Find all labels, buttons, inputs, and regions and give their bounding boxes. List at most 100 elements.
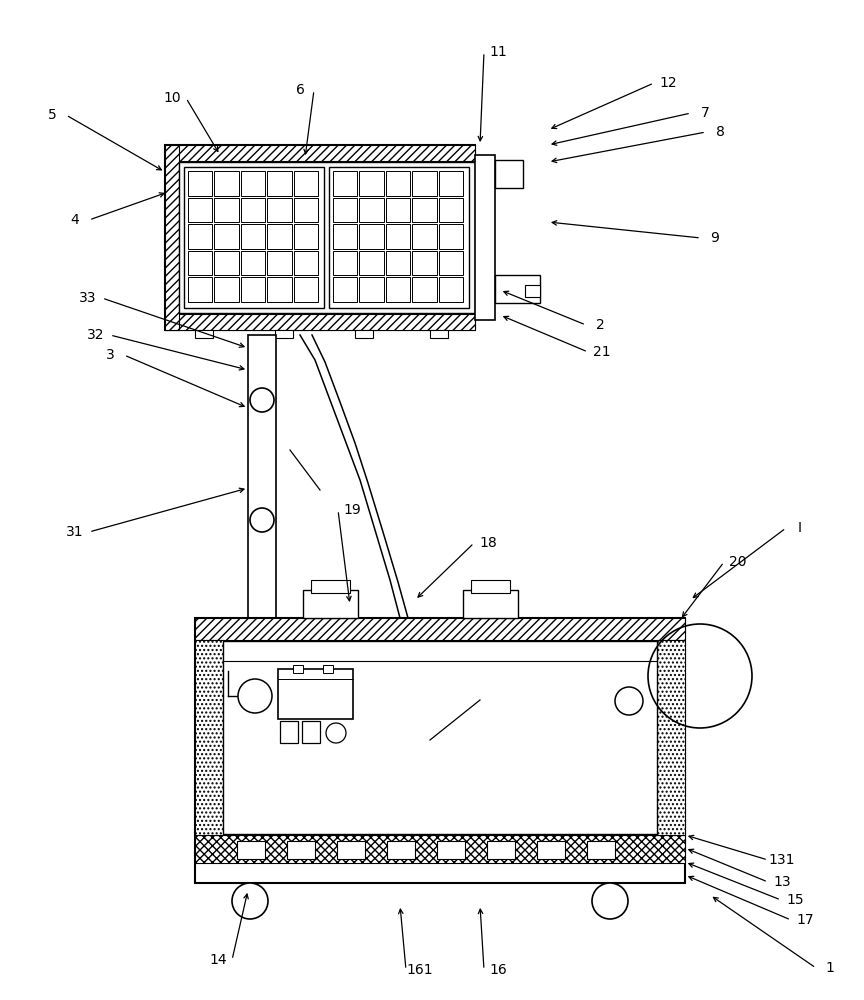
Bar [587, 841, 615, 859]
Bar [195, 640, 223, 835]
Bar [241, 224, 265, 249]
Bar [184, 167, 324, 308]
Bar [475, 155, 495, 320]
Bar [412, 171, 436, 196]
Bar [248, 335, 276, 630]
Bar [439, 171, 463, 196]
Bar [241, 251, 265, 275]
Bar [333, 251, 358, 275]
Bar [214, 224, 238, 249]
Bar [165, 145, 475, 161]
Bar [412, 198, 436, 222]
Bar [412, 251, 436, 275]
Bar [195, 618, 685, 640]
Bar [355, 330, 373, 338]
Text: 31: 31 [67, 525, 84, 539]
Bar [214, 171, 238, 196]
Bar [214, 277, 238, 302]
Bar [386, 277, 410, 302]
Bar [386, 224, 410, 249]
Bar [188, 251, 213, 275]
Text: 1: 1 [826, 961, 835, 975]
Bar [237, 841, 265, 859]
Bar [188, 198, 213, 222]
Text: 11: 11 [489, 45, 507, 59]
Bar [302, 721, 320, 743]
Text: 15: 15 [786, 893, 804, 907]
Bar [386, 198, 410, 222]
Bar [214, 198, 238, 222]
Bar [294, 171, 318, 196]
Bar [439, 251, 463, 275]
Bar [437, 841, 465, 859]
Bar [188, 224, 213, 249]
Text: 20: 20 [729, 555, 746, 569]
Bar [525, 285, 540, 297]
Text: 161: 161 [407, 963, 434, 977]
Bar [439, 224, 463, 249]
Bar [165, 145, 179, 330]
Text: 7: 7 [701, 106, 709, 120]
Bar [386, 171, 410, 196]
Bar [195, 330, 213, 338]
Text: 10: 10 [163, 91, 181, 105]
Bar [214, 251, 238, 275]
Circle shape [615, 687, 643, 715]
Text: 4: 4 [71, 213, 79, 227]
Bar [359, 277, 384, 302]
Bar [275, 330, 293, 338]
Bar [333, 171, 358, 196]
Bar [267, 277, 291, 302]
Bar [267, 171, 291, 196]
Bar [241, 198, 265, 222]
Bar [195, 618, 685, 883]
Text: 2: 2 [595, 318, 605, 332]
Bar [359, 251, 384, 275]
Text: 6: 6 [295, 83, 304, 97]
Bar [439, 277, 463, 302]
Bar [278, 669, 353, 719]
Bar [293, 665, 303, 673]
Text: 5: 5 [48, 108, 56, 122]
Bar [294, 198, 318, 222]
Bar [294, 277, 318, 302]
Bar [359, 198, 384, 222]
Bar [495, 275, 540, 303]
Bar [386, 251, 410, 275]
Bar [337, 841, 365, 859]
Circle shape [238, 679, 272, 713]
Bar [241, 277, 265, 302]
Bar [329, 167, 469, 308]
Text: 17: 17 [797, 913, 814, 927]
Bar [267, 198, 291, 222]
Bar [241, 171, 265, 196]
Bar [471, 580, 510, 593]
Bar [195, 835, 685, 863]
Circle shape [326, 723, 346, 743]
Text: 32: 32 [87, 328, 105, 342]
Bar [294, 224, 318, 249]
Bar [657, 640, 685, 835]
Bar [463, 590, 518, 618]
Bar [333, 198, 358, 222]
Bar [165, 145, 475, 330]
Circle shape [232, 883, 268, 919]
Text: 14: 14 [209, 953, 227, 967]
Text: 21: 21 [594, 345, 611, 359]
Bar [303, 590, 358, 618]
Text: 9: 9 [710, 231, 720, 245]
Circle shape [250, 388, 274, 412]
Circle shape [250, 508, 274, 532]
Bar [188, 277, 213, 302]
Text: 19: 19 [343, 503, 361, 517]
Text: 8: 8 [715, 125, 724, 139]
Bar [412, 224, 436, 249]
Bar [430, 330, 448, 338]
Bar [412, 277, 436, 302]
Bar [267, 251, 291, 275]
Bar [287, 841, 315, 859]
Bar [179, 162, 475, 313]
Bar [188, 171, 213, 196]
Bar [537, 841, 565, 859]
Bar [487, 841, 515, 859]
